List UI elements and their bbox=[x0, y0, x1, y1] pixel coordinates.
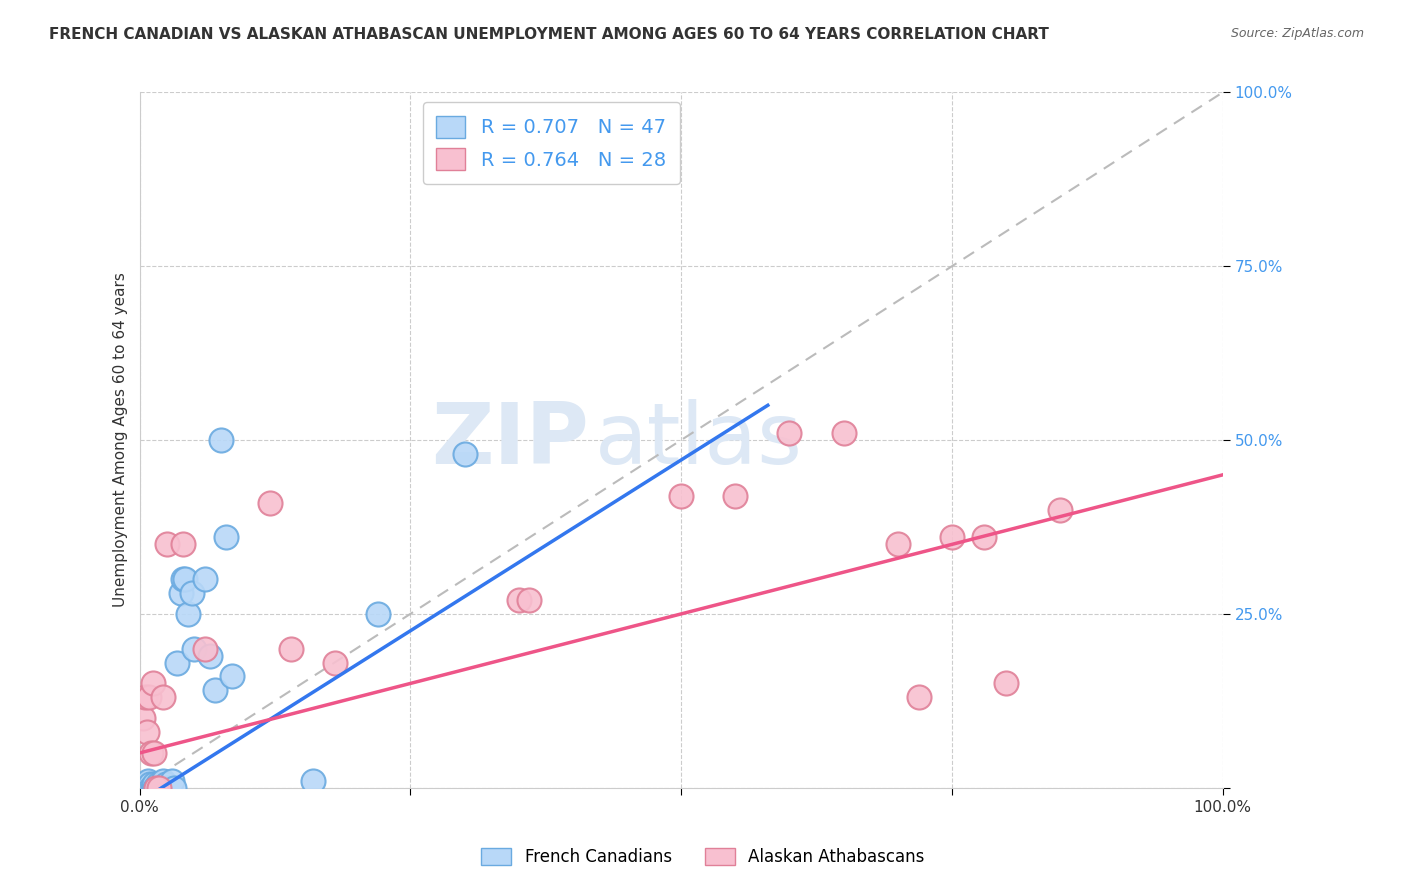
Point bbox=[152, 690, 174, 705]
Point bbox=[145, 780, 167, 795]
Point bbox=[141, 746, 163, 760]
Point bbox=[779, 426, 801, 441]
Point bbox=[193, 572, 215, 586]
Point bbox=[172, 537, 194, 551]
Point bbox=[941, 530, 963, 544]
Point bbox=[138, 690, 160, 705]
Point bbox=[302, 773, 325, 788]
Point bbox=[136, 725, 159, 739]
Point bbox=[142, 746, 165, 760]
Point bbox=[160, 773, 183, 788]
Point bbox=[724, 489, 747, 503]
Point bbox=[150, 780, 173, 795]
Point bbox=[156, 780, 179, 795]
Point bbox=[204, 683, 226, 698]
Point bbox=[145, 780, 167, 795]
Point bbox=[193, 641, 215, 656]
Point bbox=[367, 607, 389, 621]
Text: Source: ZipAtlas.com: Source: ZipAtlas.com bbox=[1230, 27, 1364, 40]
Point bbox=[155, 777, 177, 791]
Y-axis label: Unemployment Among Ages 60 to 64 years: Unemployment Among Ages 60 to 64 years bbox=[114, 273, 128, 607]
Point bbox=[150, 777, 173, 791]
Point bbox=[141, 780, 163, 795]
Point bbox=[669, 489, 692, 503]
Point bbox=[135, 780, 157, 795]
Point bbox=[156, 537, 179, 551]
Point bbox=[995, 676, 1018, 690]
Point bbox=[209, 433, 232, 447]
Point bbox=[887, 537, 910, 551]
Point bbox=[132, 780, 155, 795]
Point bbox=[453, 447, 475, 461]
Point bbox=[134, 777, 156, 791]
Point bbox=[131, 780, 153, 795]
Point bbox=[153, 780, 176, 795]
Point bbox=[323, 656, 346, 670]
Point bbox=[134, 780, 156, 795]
Point bbox=[177, 607, 200, 621]
Point bbox=[148, 780, 170, 795]
Point bbox=[170, 586, 193, 600]
Point bbox=[138, 780, 160, 795]
Point bbox=[973, 530, 995, 544]
Point bbox=[139, 777, 162, 791]
Point bbox=[215, 530, 238, 544]
Point bbox=[139, 780, 162, 795]
Text: atlas: atlas bbox=[595, 399, 803, 482]
Point bbox=[172, 572, 194, 586]
Legend: French Canadians, Alaskan Athabascans: French Canadians, Alaskan Athabascans bbox=[472, 840, 934, 875]
Point bbox=[141, 676, 163, 690]
Point bbox=[136, 780, 159, 795]
Point bbox=[142, 777, 165, 791]
Point bbox=[221, 669, 243, 683]
Point bbox=[142, 780, 165, 795]
Point bbox=[136, 773, 159, 788]
Legend: R = 0.707   N = 47, R = 0.764   N = 28: R = 0.707 N = 47, R = 0.764 N = 28 bbox=[423, 102, 679, 184]
Point bbox=[146, 777, 169, 791]
Point bbox=[148, 780, 170, 795]
Point bbox=[157, 780, 180, 795]
Point bbox=[180, 586, 202, 600]
Point bbox=[166, 656, 188, 670]
Point bbox=[152, 773, 174, 788]
Point bbox=[174, 572, 197, 586]
Text: FRENCH CANADIAN VS ALASKAN ATHABASCAN UNEMPLOYMENT AMONG AGES 60 TO 64 YEARS COR: FRENCH CANADIAN VS ALASKAN ATHABASCAN UN… bbox=[49, 27, 1049, 42]
Point bbox=[519, 593, 541, 607]
Point bbox=[141, 780, 163, 795]
Point bbox=[183, 641, 205, 656]
Point bbox=[1049, 502, 1071, 516]
Text: ZIP: ZIP bbox=[432, 399, 589, 482]
Point bbox=[143, 780, 166, 795]
Point bbox=[132, 780, 155, 795]
Point bbox=[908, 690, 931, 705]
Point bbox=[163, 780, 186, 795]
Point bbox=[136, 777, 159, 791]
Point bbox=[508, 593, 530, 607]
Point bbox=[134, 690, 156, 705]
Point bbox=[146, 780, 169, 795]
Point bbox=[198, 648, 221, 663]
Point bbox=[259, 496, 281, 510]
Point bbox=[132, 711, 155, 725]
Point bbox=[136, 780, 159, 795]
Point bbox=[280, 641, 302, 656]
Point bbox=[832, 426, 855, 441]
